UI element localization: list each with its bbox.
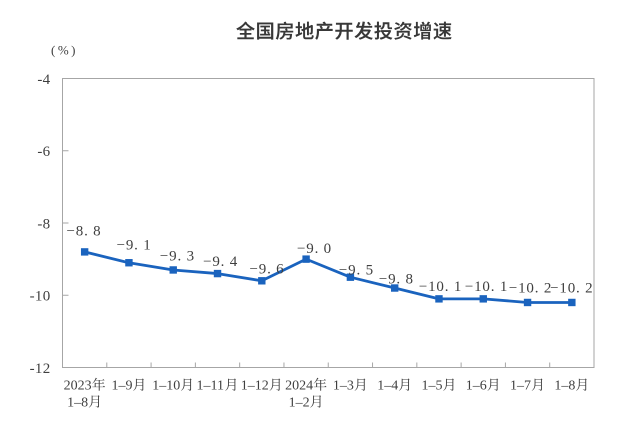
svg-text:−9. 3: −9. 3 xyxy=(160,248,195,264)
svg-text:(%): (%) xyxy=(51,43,78,58)
svg-text:−10. 1: −10. 1 xyxy=(465,279,508,295)
svg-text:1–2: 1–2 xyxy=(289,396,310,411)
svg-text:1–10: 1–10 xyxy=(152,379,180,394)
svg-text:−10. 2: −10. 2 xyxy=(509,281,552,297)
svg-text:2023: 2023 xyxy=(64,379,92,394)
svg-text:−10. 1: −10. 1 xyxy=(419,279,462,295)
svg-text:−9. 1: −9. 1 xyxy=(117,238,152,254)
svg-text:2024: 2024 xyxy=(285,379,313,394)
svg-text:1–11: 1–11 xyxy=(197,379,224,394)
svg-text:-6: -6 xyxy=(37,144,50,160)
svg-text:-12: -12 xyxy=(30,361,51,377)
svg-text:1–5: 1–5 xyxy=(421,379,442,394)
svg-text:−9. 0: −9. 0 xyxy=(297,241,332,257)
svg-text:-8: -8 xyxy=(37,216,50,232)
svg-text:-10: -10 xyxy=(30,289,51,305)
svg-text:1–4: 1–4 xyxy=(377,379,398,394)
svg-text:−9. 8: −9. 8 xyxy=(379,271,414,287)
svg-text:1–7: 1–7 xyxy=(510,379,531,394)
svg-text:−9. 6: −9. 6 xyxy=(250,261,285,277)
svg-text:−10. 2: −10. 2 xyxy=(550,281,593,297)
svg-text:1–8: 1–8 xyxy=(554,379,575,394)
svg-text:1–9: 1–9 xyxy=(111,379,132,394)
svg-text:1–8: 1–8 xyxy=(67,396,88,411)
svg-text:−9. 5: −9. 5 xyxy=(339,263,374,279)
svg-text:1–3: 1–3 xyxy=(333,379,354,394)
svg-text:1–6: 1–6 xyxy=(466,379,487,394)
svg-text:-4: -4 xyxy=(37,72,50,88)
svg-text:1–12: 1–12 xyxy=(241,379,269,394)
svg-text:−8. 8: −8. 8 xyxy=(67,223,102,239)
svg-text:−9. 4: −9. 4 xyxy=(203,254,238,270)
